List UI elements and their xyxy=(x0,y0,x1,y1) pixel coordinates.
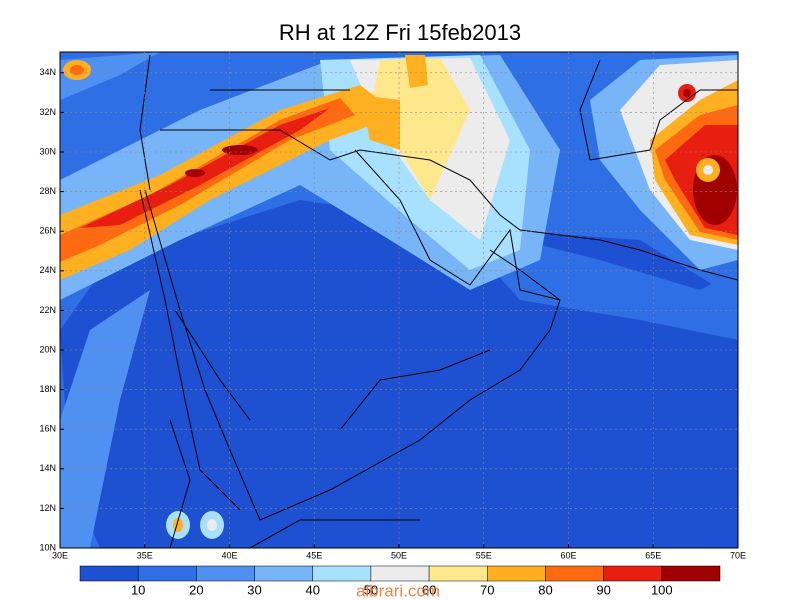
colorbar-swatch xyxy=(428,565,488,582)
y-tick-label: 20N xyxy=(39,344,56,354)
colorbar-label: 60 xyxy=(422,582,436,597)
colorbar-label: 50 xyxy=(364,582,378,597)
y-tick-label: 26N xyxy=(39,226,56,236)
colorbar-label: 10 xyxy=(131,582,145,597)
colorbar-swatch xyxy=(137,565,197,582)
y-tick-label: 18N xyxy=(39,384,56,394)
colorbar-swatch xyxy=(196,565,255,582)
colorbar-swatch xyxy=(545,565,604,582)
x-tick-label: 35E xyxy=(137,550,153,560)
colorbar-label: 90 xyxy=(596,582,610,597)
colorbar-swatch xyxy=(603,565,663,582)
colorbar-swatch xyxy=(79,565,139,582)
y-tick-label: 12N xyxy=(39,503,56,513)
y-tick-label: 10N xyxy=(39,542,56,552)
watermark: albrari.com xyxy=(356,581,440,600)
colorbar-swatch xyxy=(487,565,546,582)
y-tick-label: 16N xyxy=(39,424,56,434)
title: RH at 12Z Fri 15feb2013 xyxy=(279,20,521,45)
y-tick-label: 22N xyxy=(39,305,56,315)
y-tick-label: 24N xyxy=(39,265,56,275)
x-tick-label: 45E xyxy=(306,550,322,560)
colorbar-label: 80 xyxy=(538,582,552,597)
colorbar-label: 40 xyxy=(305,582,319,597)
y-tick-label: 28N xyxy=(39,186,56,196)
colorbar-label: 30 xyxy=(247,582,261,597)
map-axes: 30E 35E 40E 45E 50E 55E 60E 65E 70E 10N 12N 14N 16N 1… xyxy=(39,51,746,560)
y-tick-label: 32N xyxy=(39,107,56,117)
x-tick-label: 65E xyxy=(645,550,661,560)
colorbar-label: 70 xyxy=(480,582,494,597)
x-tick-label: 30E xyxy=(52,550,68,560)
x-tick-label: 55E xyxy=(476,550,492,560)
x-tick-label: 40E xyxy=(221,550,237,560)
x-tick-label: 60E xyxy=(560,550,576,560)
x-tick-label: 50E xyxy=(391,550,407,560)
x-tick-label: 70E xyxy=(730,550,746,560)
y-tick-label: 34N xyxy=(39,67,56,77)
colorbar-swatch xyxy=(254,565,313,582)
colorbar-swatch xyxy=(661,565,721,582)
colorbar-swatch xyxy=(370,565,430,582)
y-tick-label: 30N xyxy=(39,146,56,156)
colorbar-swatch xyxy=(312,565,372,582)
colorbar-label: 20 xyxy=(189,582,203,597)
colorbar-label: 100 xyxy=(651,582,673,597)
y-tick-label: 14N xyxy=(39,463,56,473)
